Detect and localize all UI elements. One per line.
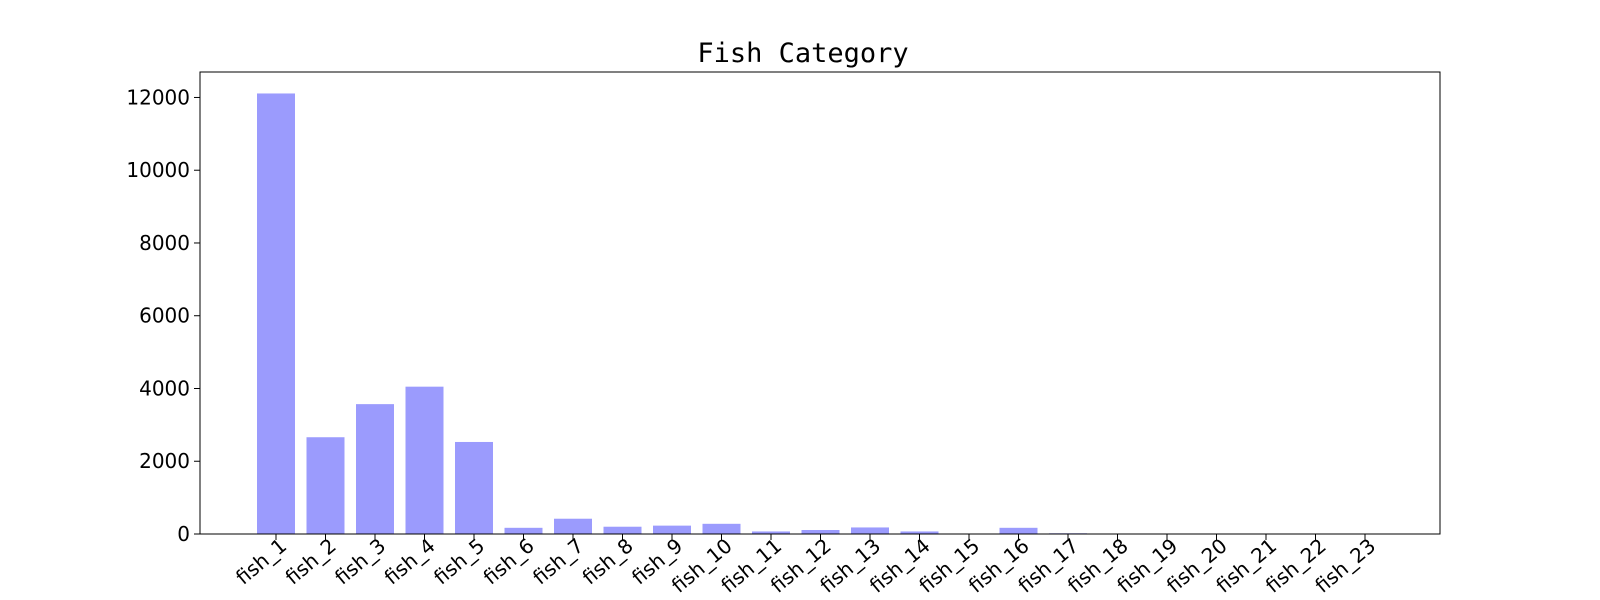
x-tick-label: fish_4 [380,533,440,589]
bar-fish-5 [455,441,493,534]
x-tick-label: fish_7 [528,533,588,589]
bar-fish-10 [702,523,741,534]
bar-fish-1 [257,93,295,535]
x-tick-label: fish_5 [429,533,489,589]
bar-fish-6 [504,527,543,534]
bar-fish-16 [999,527,1038,534]
bar-fish-9 [653,525,691,534]
bar-fish-7 [554,518,592,534]
bar-fish-14 [900,531,939,534]
bar-fish-13 [851,527,889,534]
x-tick-label: fish_6 [479,533,539,589]
x-tick-label: fish_3 [330,533,390,589]
bar-fish-2 [306,437,345,534]
bar-fish-3 [356,404,394,534]
y-axis: 0 2000 4000 6000 8000 10000 12000 [126,85,200,546]
bars-group [257,93,1384,535]
plot-frame [199,71,1441,535]
bar-fish-11 [752,531,790,534]
y-tick-label: 2000 [139,449,190,473]
bar-fish-4 [405,386,444,534]
y-tick-label: 10000 [126,158,190,182]
y-tick-label: 6000 [139,304,190,328]
y-tick-label: 12000 [126,85,190,109]
bar-fish-12 [801,529,840,534]
chart-title: Fish Category [697,38,908,69]
x-tick-label: fish_1 [231,533,291,589]
y-tick-label: 4000 [139,376,190,400]
y-tick-label: 0 [177,522,190,546]
x-tick-label: fish_8 [578,533,638,589]
x-tick-label: fish_2 [281,533,341,589]
y-tick-label: 8000 [139,231,190,255]
bar-fish-8 [603,526,642,534]
x-axis: fish_1fish_2fish_3fish_4fish_5fish_6fish… [231,533,1380,597]
